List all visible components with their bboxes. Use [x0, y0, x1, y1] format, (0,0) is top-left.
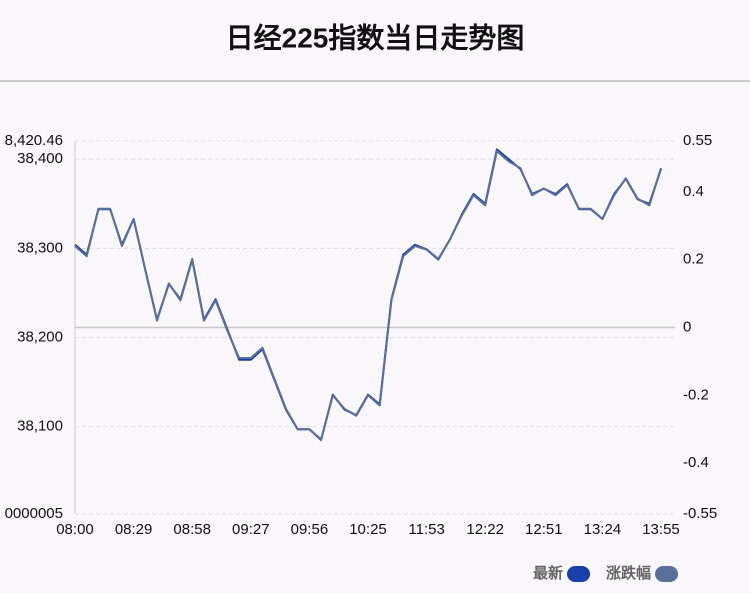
x-tick-label: 08:29 [115, 521, 153, 538]
x-tick-label: 09:27 [232, 521, 270, 538]
legend-label: 涨跌幅 [606, 564, 651, 582]
x-tick-label: 13:55 [642, 521, 680, 538]
y2-tick-label: 0.4 [683, 183, 704, 200]
x-tick-label: 12:51 [525, 521, 563, 538]
y-tick-label: 38,300 [17, 239, 63, 256]
x-tick-label: 09:56 [291, 521, 329, 538]
x-tick-label: 11:53 [408, 521, 444, 538]
y2-tick-label: -0.2 [683, 386, 709, 403]
y2-tick-label: 0.55 [683, 132, 712, 149]
y-tick-label: 38,200 [17, 328, 63, 345]
x-tick-label: 13:24 [584, 521, 622, 538]
y-tick-label: 0000005 [5, 505, 63, 522]
y2-tick-label: -0.4 [683, 454, 709, 471]
y2-tick-label: 0.2 [683, 251, 704, 268]
legend-swatch [567, 566, 591, 582]
x-tick-label: 08:58 [173, 521, 211, 538]
y2-tick-label: 0 [683, 318, 691, 335]
series-line [74, 150, 662, 441]
y-tick-label: 8,420.46 [5, 132, 63, 149]
chart-title: 日经225指数当日走势图 [226, 21, 525, 53]
x-tick-label: 12:22 [466, 521, 504, 538]
x-tick-label: 10:25 [349, 521, 387, 538]
y-tick-label: 38,100 [17, 418, 63, 435]
x-tick-label: 08:00 [56, 521, 94, 538]
legend-label: 最新 [533, 564, 563, 582]
y-tick-label: 38,400 [17, 150, 63, 167]
y2-tick-label: -0.55 [683, 505, 717, 522]
legend-swatch [655, 566, 679, 582]
